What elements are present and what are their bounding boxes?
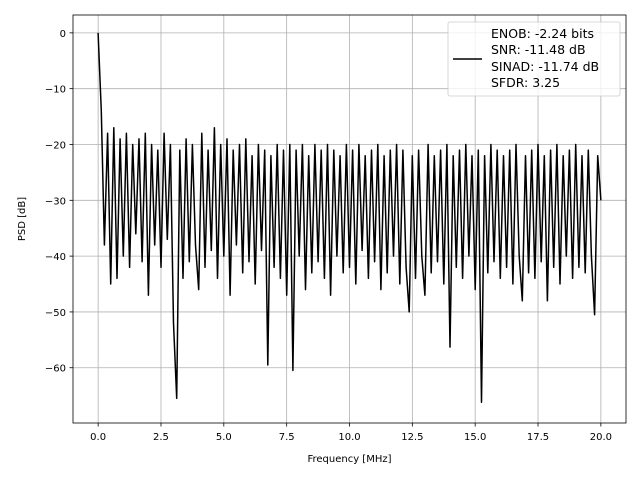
y-tick-label: 0 bbox=[60, 29, 66, 40]
x-axis-ticks: 0.0 2.5 5.0 7.5 10.0 12.5 15.0 17.5 20.0 bbox=[90, 423, 612, 443]
y-tick-label: −20 bbox=[45, 140, 66, 151]
legend-sinad: SINAD: -11.74 dB bbox=[491, 59, 599, 74]
y-axis-label: PSD [dB] bbox=[17, 197, 28, 241]
legend-sfdr: SFDR: 3.25 bbox=[491, 75, 560, 90]
y-tick-label: −50 bbox=[45, 308, 66, 319]
y-tick-label: −10 bbox=[45, 85, 66, 96]
x-tick-label: 12.5 bbox=[401, 432, 423, 443]
x-tick-label: 20.0 bbox=[590, 432, 612, 443]
x-axis-label: Frequency [MHz] bbox=[307, 454, 391, 465]
plot-area bbox=[97, 32, 602, 404]
legend-enob: ENOB: -2.24 bits bbox=[491, 26, 594, 41]
legend-box bbox=[447, 21, 621, 97]
x-tick-label: 15.0 bbox=[464, 432, 486, 443]
y-axis-ticks: 0 −10 −20 −30 −40 −50 −60 bbox=[45, 29, 73, 375]
y-tick-label: −30 bbox=[45, 196, 66, 207]
x-tick-label: 7.5 bbox=[279, 432, 295, 443]
x-tick-label: 10.0 bbox=[338, 432, 360, 443]
x-tick-label: 2.5 bbox=[153, 432, 169, 443]
x-tick-label: 5.0 bbox=[216, 432, 232, 443]
psd-series-line bbox=[97, 32, 602, 404]
legend: ENOB: -2.24 bits SNR: -11.48 dB SINAD: -… bbox=[447, 21, 621, 97]
y-tick-label: −40 bbox=[45, 252, 66, 263]
y-tick-label: −60 bbox=[45, 364, 66, 375]
x-tick-label: 0.0 bbox=[90, 432, 106, 443]
legend-snr: SNR: -11.48 dB bbox=[491, 42, 586, 57]
x-tick-label: 17.5 bbox=[527, 432, 549, 443]
